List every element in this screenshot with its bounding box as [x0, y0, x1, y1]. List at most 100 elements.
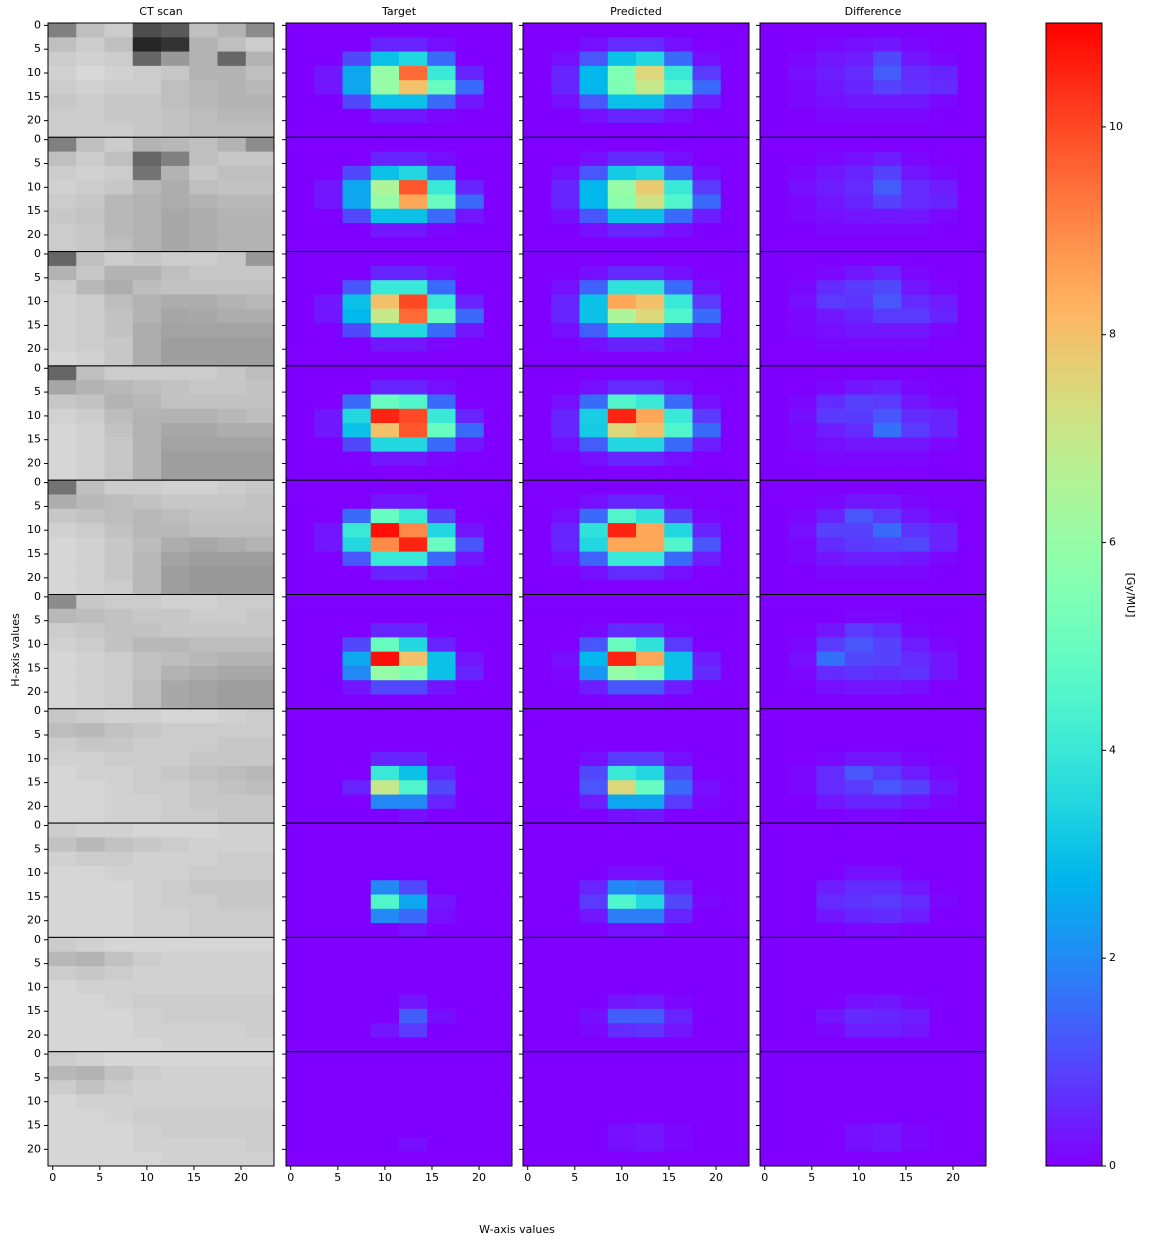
heatmap-cell	[817, 923, 846, 938]
heatmap-cell	[523, 509, 552, 524]
heatmap-cell	[873, 923, 902, 938]
heatmap-cell	[76, 337, 105, 352]
heatmap-cell	[788, 509, 817, 524]
heatmap-cell	[721, 409, 750, 424]
heatmap-cell	[76, 266, 105, 281]
heatmap-cell	[371, 1152, 400, 1167]
heatmap-cell	[76, 1023, 105, 1038]
panel-title: CT scan	[139, 5, 182, 18]
heatmap-cell	[817, 280, 846, 295]
heatmap-cell	[286, 966, 315, 981]
heatmap-cell	[760, 80, 789, 95]
heatmap-cell	[48, 795, 77, 810]
heatmap-cell	[427, 1037, 456, 1052]
heatmap-cell	[246, 923, 275, 938]
heatmap-cell	[314, 109, 343, 124]
heatmap-cell	[760, 595, 789, 610]
heatmap-cell	[551, 37, 580, 52]
heatmap-cell	[901, 66, 930, 81]
heatmap-cell	[76, 1009, 105, 1024]
heatmap-cell	[427, 795, 456, 810]
heatmap-cell	[580, 909, 609, 924]
heatmap-cell	[484, 323, 513, 338]
heatmap-cell	[427, 1137, 456, 1152]
heatmap-cell	[930, 1023, 959, 1038]
heatmap-cell	[721, 37, 750, 52]
heatmap-cell	[608, 837, 637, 852]
heatmap-cell	[218, 37, 247, 52]
heatmap-cell	[343, 623, 372, 638]
heatmap-cell	[218, 352, 247, 367]
heatmap-cell	[760, 452, 789, 467]
heatmap-cell	[845, 809, 874, 824]
colorbar-tick-label: 0	[1109, 1159, 1116, 1172]
heatmap-cell	[484, 1109, 513, 1124]
heatmap-cell	[161, 237, 190, 252]
heatmap-cell	[608, 666, 637, 681]
heatmap-cell	[218, 280, 247, 295]
heatmap-cell	[343, 552, 372, 567]
heatmap-cell	[817, 737, 846, 752]
heatmap-cell	[930, 1066, 959, 1081]
heatmap-cell	[314, 194, 343, 209]
heatmap-cell	[105, 1023, 134, 1038]
y-tick-label: 20	[27, 114, 41, 127]
heatmap-cell	[314, 252, 343, 267]
heatmap-cell	[845, 337, 874, 352]
heatmap-cell	[523, 537, 552, 552]
heatmap-cell	[901, 737, 930, 752]
heatmap-cell	[580, 466, 609, 481]
heatmap-cell	[161, 280, 190, 295]
heatmap-cell	[523, 252, 552, 267]
heatmap-cell	[721, 766, 750, 781]
heatmap-cell	[456, 37, 485, 52]
heatmap-cell	[161, 66, 190, 81]
heatmap-cell	[721, 1052, 750, 1067]
heatmap-cell	[286, 537, 315, 552]
heatmap-cell	[427, 780, 456, 795]
heatmap-cell	[133, 952, 162, 967]
heatmap-cell	[817, 152, 846, 167]
heatmap-cell	[246, 723, 275, 738]
heatmap-cell	[636, 109, 665, 124]
heatmap-cell	[427, 766, 456, 781]
heatmap-cell	[845, 866, 874, 881]
heatmap-cell	[133, 123, 162, 138]
heatmap-cell	[845, 780, 874, 795]
heatmap-cell	[788, 823, 817, 838]
heatmap-cell	[343, 166, 372, 181]
heatmap-cell	[788, 194, 817, 209]
heatmap-cell	[161, 1095, 190, 1110]
heatmap-cell	[636, 909, 665, 924]
heatmap-cell	[551, 94, 580, 109]
heatmap-cell	[636, 1080, 665, 1095]
heatmap-cell	[930, 552, 959, 567]
heatmap-cell	[105, 494, 134, 509]
heatmap-cell	[246, 1052, 275, 1067]
heatmap-cell	[958, 752, 987, 767]
heatmap-cell	[76, 480, 105, 495]
y-tick-label: 15	[27, 776, 41, 789]
heatmap-cell	[246, 1066, 275, 1081]
heatmap-cell	[580, 23, 609, 38]
heatmap-cell	[523, 795, 552, 810]
heatmap-cell	[161, 566, 190, 581]
heatmap-cell	[427, 866, 456, 881]
heatmap-cell	[286, 723, 315, 738]
heatmap-cell	[246, 752, 275, 767]
heatmap-cell	[958, 266, 987, 281]
heatmap-cell	[371, 966, 400, 981]
heatmap-cell	[664, 80, 693, 95]
heatmap-cell	[76, 80, 105, 95]
heatmap-cell	[693, 466, 722, 481]
heatmap-cell	[958, 709, 987, 724]
y-tick-label: 0	[34, 704, 41, 717]
heatmap-cell	[608, 494, 637, 509]
heatmap-cell	[693, 294, 722, 309]
heatmap-cell	[105, 666, 134, 681]
heatmap-cell	[958, 509, 987, 524]
heatmap-cell	[371, 666, 400, 681]
heatmap-cell	[105, 923, 134, 938]
heatmap-cell	[484, 980, 513, 995]
heatmap-cell	[693, 923, 722, 938]
